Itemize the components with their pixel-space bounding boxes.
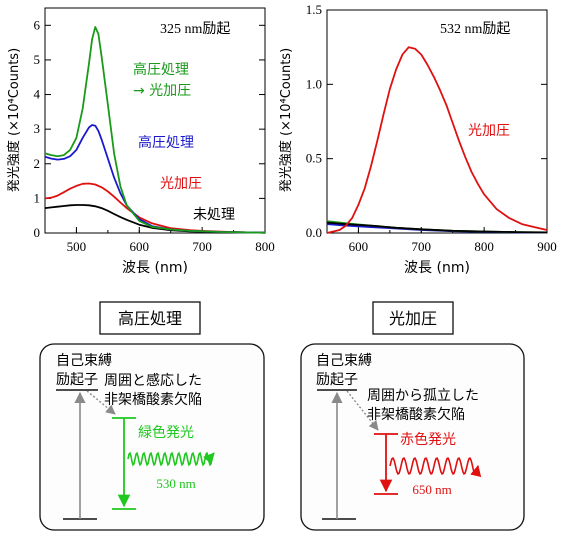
state-line1: 自己束縛 — [56, 352, 112, 369]
chart-325nm: 0 1 2 3 4 5 6 500 600 700 800 325 nm励起 高圧処理 → 光加圧… — [6, 7, 275, 276]
label-red: 光加圧 — [160, 176, 202, 192]
label-green-line2: → 光加圧 — [133, 83, 191, 99]
chart-325nm-x-tick-label: 800 — [255, 239, 275, 254]
label-black: 未処理 — [193, 207, 235, 223]
chart-325nm-series — [44, 26, 266, 234]
label-blue: 高圧処理 — [138, 134, 194, 151]
chart-325nm-y-tick-label: 3 — [34, 121, 41, 136]
chart-325nm-frame — [44, 7, 266, 234]
chart-532nm-x-tick-label: 600 — [349, 239, 369, 254]
emission-label: 赤色発光 — [400, 431, 456, 448]
chart-325nm-y-tick-label: 6 — [34, 17, 41, 32]
defect-line2: 非架橋酸素欠陥 — [367, 406, 465, 423]
chart-532nm-frame — [326, 9, 548, 234]
chart-532nm-y-ticks: 0.0 0.5 1.0 1.5 — [306, 2, 547, 240]
defect-line1: 周囲から孤立した — [367, 388, 479, 404]
diagram-high-pressure-title: 高圧処理 — [118, 309, 182, 328]
chart-532nm-annotation: 532 nm励起 — [440, 21, 510, 37]
chart-325nm-x-tick-label: 500 — [67, 239, 87, 254]
emission-wave — [127, 451, 215, 467]
chart-532nm-y-tick-label: 1.5 — [306, 2, 322, 17]
chart-532nm: 0.0 0.5 1.0 1.5 600 700 800 900 532 nm励起 光加圧 波… — [278, 2, 557, 276]
chart-325nm-y-tick-label: 4 — [34, 87, 41, 102]
chart-325nm-y-tick-label: 2 — [34, 156, 41, 171]
chart-325nm-x-ticks: 500 600 700 800 — [44, 227, 275, 254]
chart-532nm-y-tick-label: 1.0 — [306, 76, 322, 91]
chart-532nm-x-tick-label: 800 — [474, 239, 494, 254]
chart-532nm-x-ticks: 600 700 800 900 — [326, 227, 557, 254]
wavelength-label: 530 nm — [156, 476, 195, 491]
wavelength-label: 650 nm — [412, 482, 451, 497]
diagram-photo-pressure-title-box — [372, 301, 454, 335]
chart-325nm-x-tick-label: 700 — [192, 239, 212, 254]
chart-532nm-y-tick-label: 0.0 — [306, 225, 322, 240]
chart-325nm-xlabel: 波長 (nm) — [122, 260, 188, 276]
diagram-photo-pressure: 光加圧 自己束縛 励起子 周囲から孤立した 非架橋酸素欠陥 赤色発光 650 n… — [300, 301, 525, 531]
state-line1: 自己束縛 — [316, 352, 372, 369]
chart-325nm-y-tick-label: 0 — [34, 225, 41, 240]
chart-325nm-series-line-green — [44, 26, 266, 234]
chart-532nm-y-tick-label: 0.5 — [306, 151, 322, 166]
chart-532nm-x-tick-label: 700 — [412, 239, 432, 254]
chart-532nm-series — [326, 46, 548, 234]
emission-wave — [389, 456, 482, 478]
chart-532nm-series-line-red — [326, 46, 548, 234]
diagram-photo-pressure-title: 光加圧 — [389, 309, 437, 328]
label-green-line1: 高圧処理 — [133, 61, 189, 78]
chart-532nm-x-tick-label: 900 — [537, 239, 557, 254]
diagram-high-pressure-title-box — [99, 301, 201, 335]
diagram-high-pressure: 高圧処理 自己束縛 励起子 周囲と感応した 非架橋酸素欠陥 緑色発光 530 n… — [39, 301, 265, 531]
chart-325nm-y-tick-label: 1 — [34, 190, 41, 205]
chart-325nm-y-ticks: 0 1 2 3 4 5 6 — [34, 17, 265, 240]
chart-532nm-series-line-black — [326, 221, 548, 234]
chart-532nm-ylabel: 発光強度 (×10⁴Counts) — [278, 48, 294, 192]
chart-325nm-annotation: 325 nm励起 — [160, 21, 230, 37]
label-red-532: 光加圧 — [468, 123, 510, 139]
emission-label: 緑色発光 — [138, 424, 194, 441]
transfer-arrow — [346, 390, 379, 431]
chart-325nm-y-tick-label: 5 — [34, 52, 41, 67]
defect-line1: 周囲と感応した — [104, 372, 202, 389]
chart-532nm-xlabel: 波長 (nm) — [404, 260, 470, 276]
chart-325nm-x-tick-label: 600 — [130, 239, 150, 254]
state-line2: 励起子 — [316, 372, 358, 388]
state-line2: 励起子 — [56, 372, 98, 388]
chart-325nm-ylabel: 発光強度 (×10⁴Counts) — [6, 48, 22, 192]
defect-line2: 非架橋酸素欠陥 — [104, 391, 202, 408]
